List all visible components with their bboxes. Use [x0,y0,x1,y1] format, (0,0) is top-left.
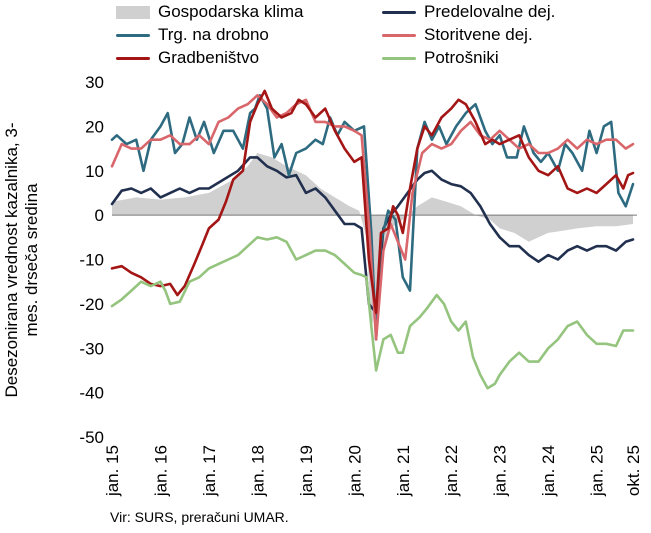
legend-label: Gospodarska klima [158,2,304,21]
legend-item-storitvene: Storitvene dej. [382,25,533,45]
series-line-potrosniki [110,236,635,390]
legend-label: Predelovalne dej. [424,2,556,21]
x-tick-label: jan. 21 [394,445,413,497]
y-tick-label: -10 [79,251,104,270]
y-tick-label: 20 [85,117,104,136]
x-tick-label: jan. 16 [152,445,171,497]
legend-item-potrosniki: Potrošniki [382,48,499,68]
legend-swatch-line [382,10,416,14]
x-tick-label: jan. 22 [442,445,461,497]
x-tick-label: jan. 23 [491,445,510,497]
legend-swatch-line [116,33,150,37]
legend-label: Potrošniki [424,48,499,67]
legend-swatch-line [382,56,416,60]
legend-item-trg-na-drobno: Trg. na drobno [116,25,269,45]
source-note: Vir: SURS, preračuni UMAR. [110,509,289,525]
y-tick-label: -30 [79,339,104,358]
y-tick-label: -20 [79,295,104,314]
legend-item-gospodarska-klima: Gospodarska klima [116,2,304,22]
series-line-gradbenistvo [110,89,635,315]
legend-label: Gradbeništvo [158,48,260,67]
x-tick-label: jan. 19 [297,445,316,497]
legend-item-predelovalne: Predelovalne dej. [382,2,555,22]
legend-label: Storitvene dej. [424,25,533,44]
x-tick-label: jan. 18 [248,445,267,497]
x-tick-label: jan. 15 [103,445,122,497]
series-lines [110,89,635,390]
y-tick-label: -50 [79,428,104,447]
x-tick-label: okt. 25 [624,445,643,496]
y-tick-label: 0 [95,206,104,225]
x-tick-label: jan. 17 [200,445,219,497]
legend-swatch-area [116,5,150,19]
y-tick-label: -40 [79,384,104,403]
y-tick-label: 10 [85,162,104,181]
y-axis-label: Desezonirana vrednost kazalnika, 3-mes. … [2,122,41,398]
x-tick-label: jan. 24 [539,445,558,497]
legend-label: Trg. na drobno [158,25,269,44]
series-line-storitvene-dej [110,94,635,341]
x-tick-label: jan. 25 [588,445,607,497]
x-tick-label: jan. 20 [345,445,364,497]
legend-swatch-line [382,33,416,37]
y-tick-label: 30 [85,73,104,92]
legend-swatch-line [116,56,150,60]
legend-item-gradbenistvo: Gradbeništvo [116,48,259,68]
